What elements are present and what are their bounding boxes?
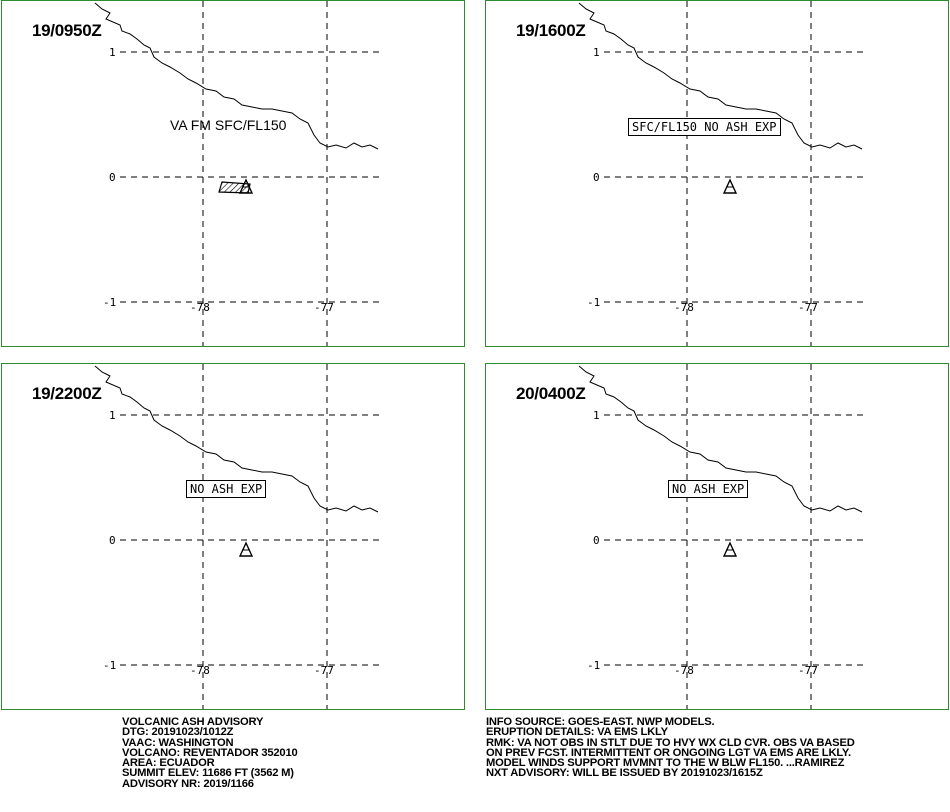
panel-time: 19/1600Z bbox=[516, 21, 586, 40]
advisory-line: NXT ADVISORY: WILL BE ISSUED BY 20191023… bbox=[486, 767, 763, 780]
lat-label-neg1: -1 bbox=[587, 659, 601, 672]
lat-label-1: 1 bbox=[593, 409, 600, 422]
advisory-line: ERUPTION DETAILS: VA EMS LKLY bbox=[486, 726, 668, 739]
ash-forecast-label: NO ASH EXP bbox=[186, 480, 267, 498]
lon-label-78: -78 bbox=[674, 301, 694, 314]
lon-label-77: -77 bbox=[314, 664, 334, 677]
advisory-line: INFO SOURCE: GOES-EAST. NWP MODELS. bbox=[486, 716, 715, 728]
ash-forecast-label: NO ASH EXP bbox=[668, 480, 749, 498]
map-graphic-1 bbox=[94, 1, 382, 346]
lat-label-0: 0 bbox=[109, 534, 116, 547]
map-graphic-3 bbox=[94, 364, 382, 709]
coastline bbox=[94, 365, 379, 513]
lat-label-neg1: -1 bbox=[103, 659, 117, 672]
panel-time: 19/0950Z bbox=[32, 21, 102, 40]
lat-label-0: 0 bbox=[109, 171, 116, 184]
map-panel-4: 20/0400Z 1 0 -1 -78 -77 NO ASH EXP bbox=[485, 363, 949, 710]
ash-forecast-label: VA FM SFC/FL150 bbox=[170, 117, 287, 133]
lat-label-neg1: -1 bbox=[587, 296, 601, 309]
lon-label-78: -78 bbox=[674, 664, 694, 677]
advisory-line: MODEL WINDS SUPPORT MVMNT TO THE W BLW F… bbox=[486, 757, 845, 770]
advisory-line: SUMMIT ELEV: 11686 FT (3562 M) bbox=[122, 767, 294, 780]
map-graphic-2 bbox=[578, 1, 866, 346]
lat-label-1: 1 bbox=[109, 46, 116, 59]
advisory-line: VOLCANO: REVENTADOR 352010 bbox=[122, 746, 298, 759]
panel-time: 19/2200Z bbox=[32, 384, 102, 403]
panel-time: 20/0400Z bbox=[516, 384, 586, 403]
advisory-line: ADVISORY NR: 2019/1166 bbox=[122, 777, 254, 790]
lat-label-0: 0 bbox=[593, 171, 600, 184]
advisory-line: DTG: 20191023/1012Z bbox=[122, 726, 234, 739]
map-graphic-4 bbox=[578, 364, 866, 709]
lon-label-77: -77 bbox=[314, 301, 334, 314]
advisory-remarks-right: INFO SOURCE: GOES-EAST. NWP MODELS. ERUP… bbox=[486, 716, 855, 780]
lon-label-78: -78 bbox=[190, 301, 210, 314]
advisory-line: VAAC: WASHINGTON bbox=[122, 736, 234, 749]
advisory-line: AREA: ECUADOR bbox=[122, 757, 215, 770]
lat-label-1: 1 bbox=[109, 409, 116, 422]
coastline bbox=[578, 2, 863, 150]
lon-label-78: -78 bbox=[190, 664, 210, 677]
map-panel-3: 19/2200Z 1 0 -1 -78 -77 NO ASH EXP bbox=[1, 363, 465, 710]
advisory-line: ON PREV FCST. INTERMITTENT OR ONGOING LG… bbox=[486, 746, 851, 759]
advisory-header-left: VOLCANIC ASH ADVISORY DTG: 20191023/1012… bbox=[122, 716, 298, 790]
coastline bbox=[94, 2, 379, 150]
lat-label-neg1: -1 bbox=[103, 296, 117, 309]
map-panel-1: 19/0950Z 1 0 -1 -78 -77 VA FM SFC/FL150 bbox=[1, 0, 465, 347]
coastline bbox=[578, 365, 863, 513]
lon-label-77: -77 bbox=[798, 664, 818, 677]
lon-label-77: -77 bbox=[798, 301, 818, 314]
map-panel-2: 19/1600Z 1 0 -1 -78 -77 SFC/FL150 NO ASH… bbox=[485, 0, 949, 347]
lat-label-0: 0 bbox=[593, 534, 600, 547]
lat-label-1: 1 bbox=[593, 46, 600, 59]
advisory-line: VOLCANIC ASH ADVISORY bbox=[122, 716, 264, 728]
ash-forecast-label: SFC/FL150 NO ASH EXP bbox=[628, 118, 781, 136]
advisory-line: RMK: VA NOT OBS IN STLT DUE TO HVY WX CL… bbox=[486, 736, 855, 749]
